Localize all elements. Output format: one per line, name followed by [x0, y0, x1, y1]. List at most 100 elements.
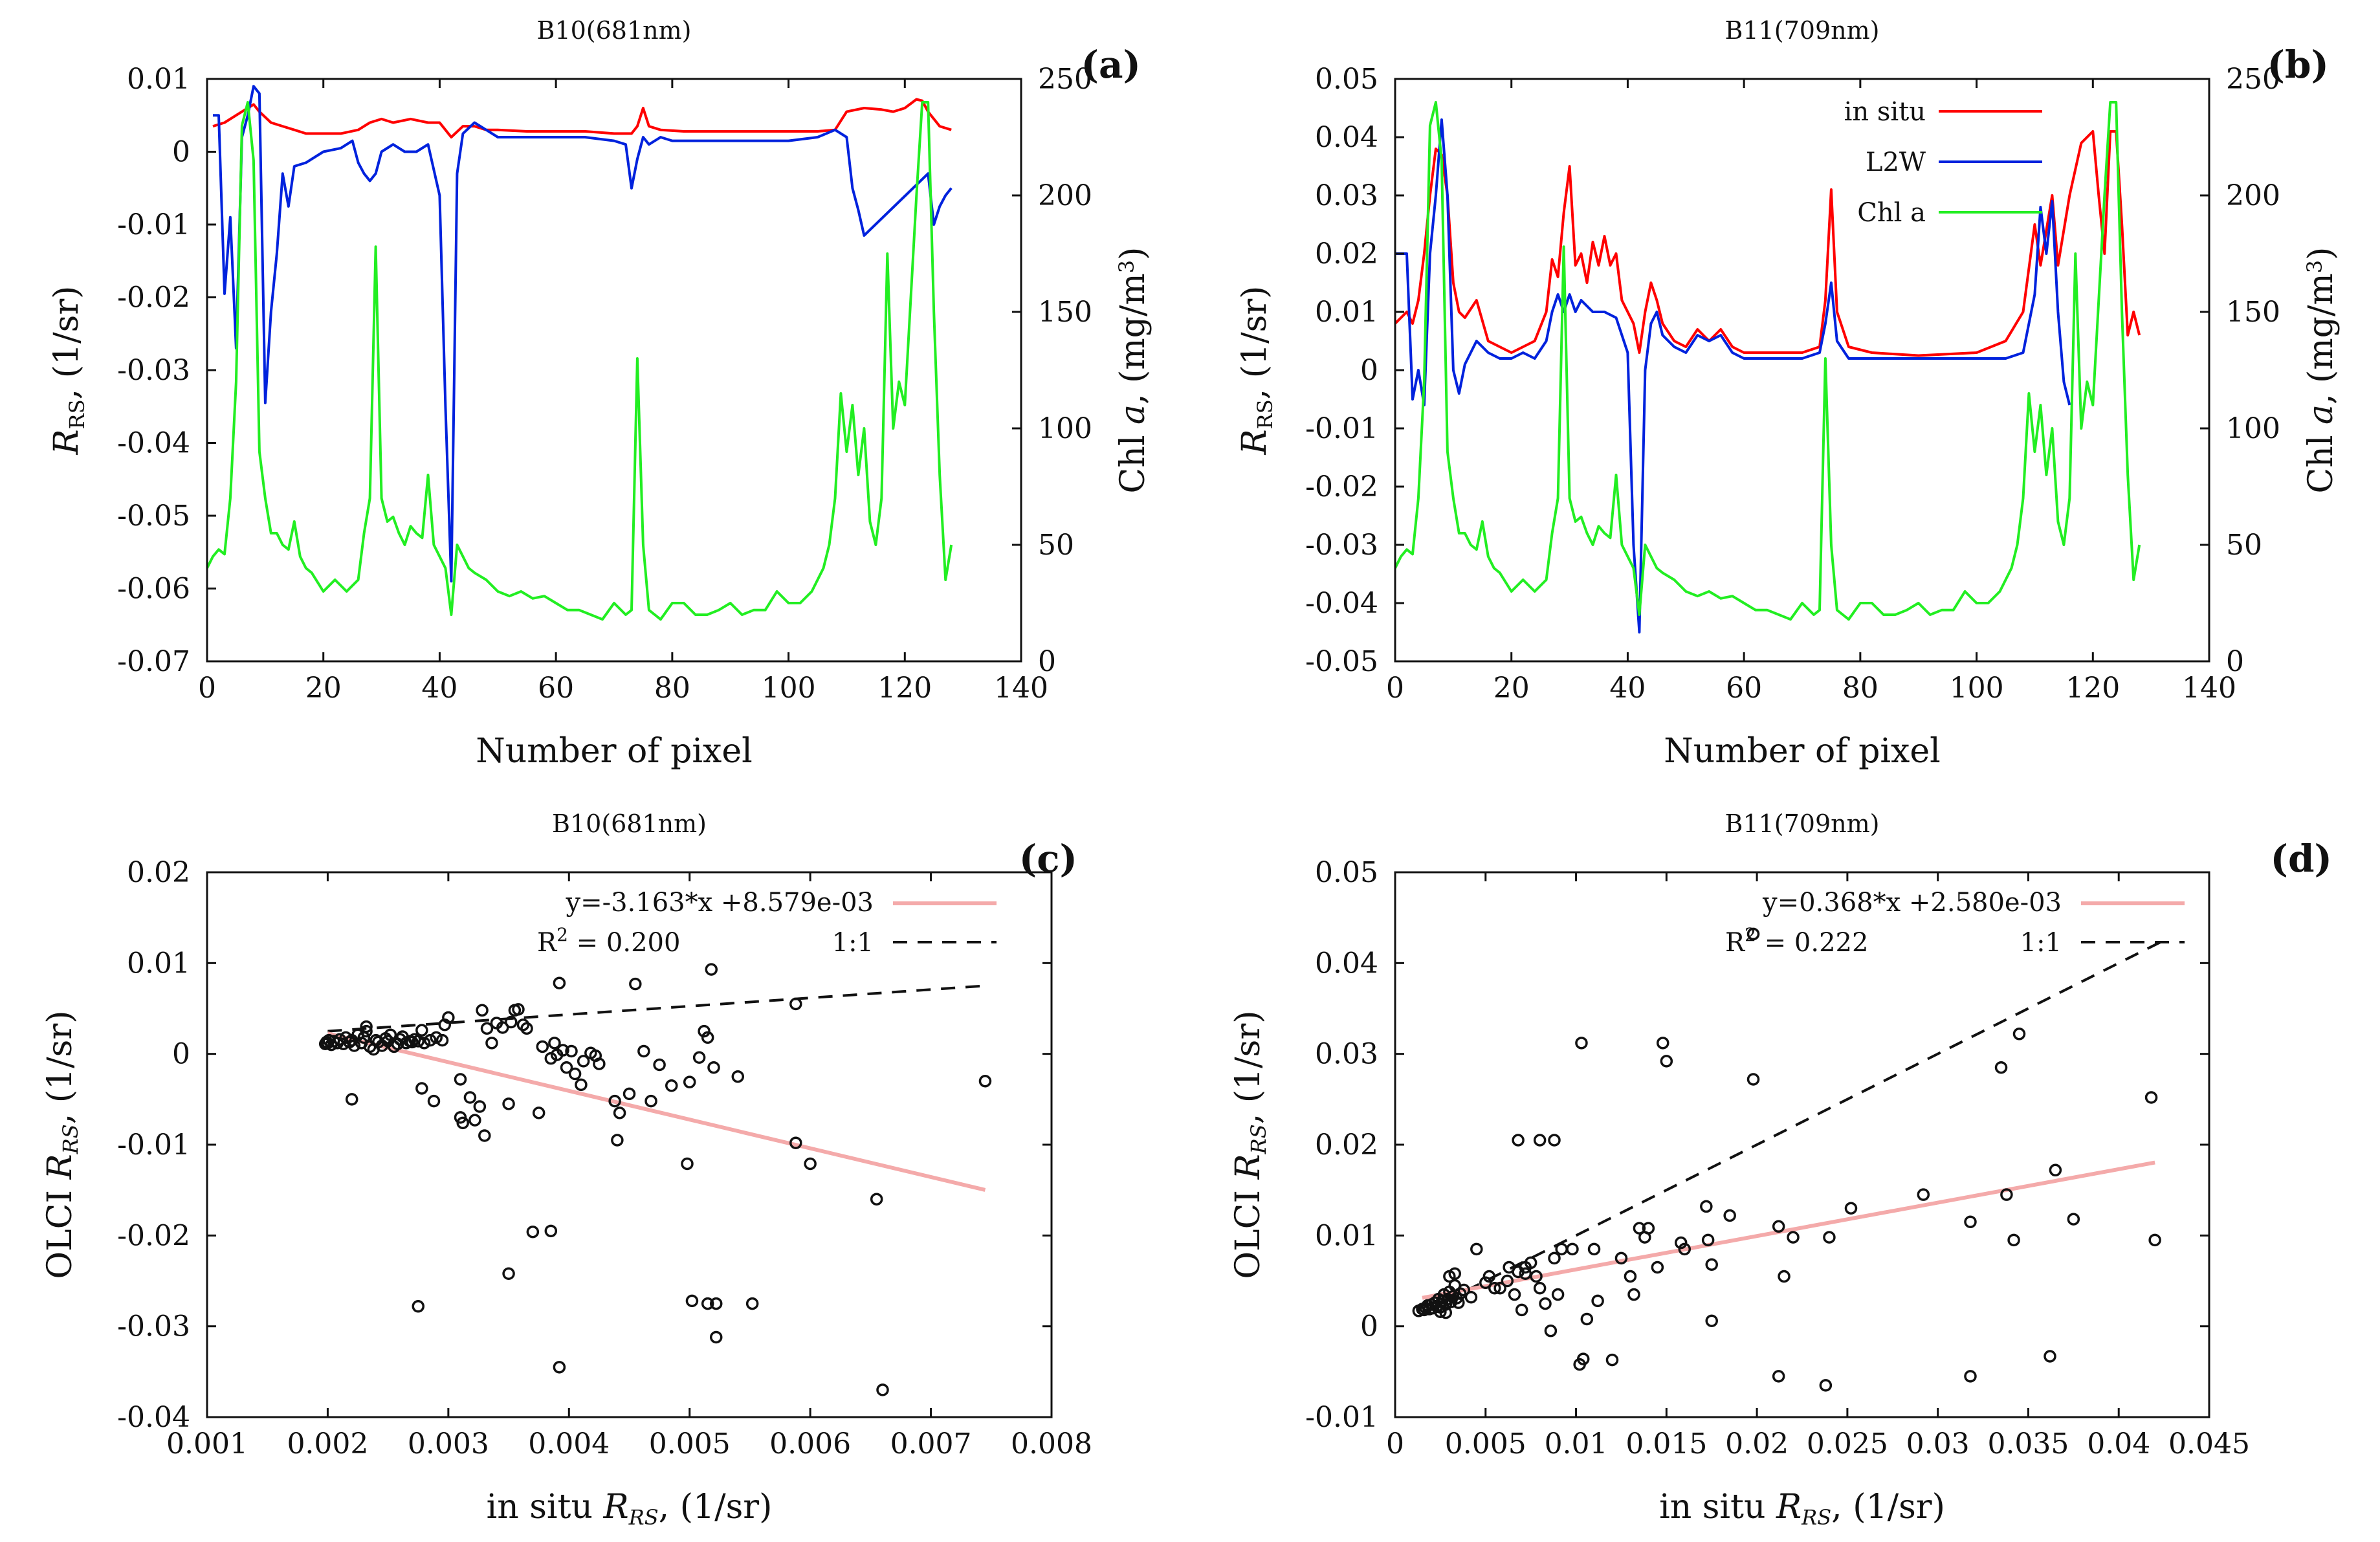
- scatter-point: [1575, 1037, 1588, 1050]
- scatter-point: [2012, 1028, 2026, 1041]
- scatter-point: [1448, 1267, 1462, 1281]
- scatter-point: [454, 1073, 467, 1086]
- scatter-point: [1479, 1276, 1492, 1290]
- scatter-point: [553, 1361, 566, 1374]
- x-tick-label: 40: [1609, 672, 1646, 705]
- scatter-point: [435, 1033, 449, 1047]
- scatter-point: [1819, 1379, 1833, 1392]
- legend-label: L2W: [1866, 148, 1926, 177]
- x-tick-label: 0.001: [166, 1427, 248, 1460]
- scatter-point: [870, 1193, 883, 1206]
- y-axis-label: RRS, (1/sr): [47, 286, 89, 456]
- scatter-point: [456, 1116, 469, 1130]
- x-tick-label: 0.007: [890, 1427, 972, 1460]
- scatter-point: [1746, 927, 1760, 941]
- scatter-point: [1656, 1037, 1669, 1050]
- x-tick-label: 120: [877, 672, 932, 705]
- y-axis-label: OLCI RRS, (1/sr): [1229, 1011, 1271, 1279]
- scatter-point: [516, 1019, 530, 1031]
- y-tick-label: -0.03: [117, 1310, 190, 1343]
- y2-tick-label: 150: [2226, 296, 2280, 329]
- scatter-point: [1964, 1370, 1977, 1383]
- x-tick-label: 140: [994, 672, 1048, 705]
- scatter-point: [512, 1003, 525, 1016]
- scatter-point: [1917, 1188, 1930, 1201]
- scatter-point: [502, 1097, 515, 1110]
- y-tick-label: -0.01: [117, 208, 190, 241]
- scatter-point: [345, 1093, 358, 1106]
- panel-b: B11(709nm) (b) 0 20 40 60 80 100 120 140 0.05 0.04 0…: [1235, 16, 2341, 771]
- x-tick-label: 0.045: [2168, 1427, 2250, 1460]
- panel-a: B10(681nm)(a)0 20 40 60 80 100 120 1400.010-0.0…: [47, 16, 1152, 771]
- scatter-point: [553, 976, 566, 989]
- y-axis-label: OLCI RRS, (1/sr): [41, 1011, 83, 1279]
- x-axis-label: Number of pixel: [1664, 732, 1940, 771]
- scatter-point: [1533, 1134, 1547, 1147]
- y2-tick-label: 0: [2226, 645, 2244, 678]
- x-tick-label: 0.003: [408, 1427, 489, 1460]
- scatter-point: [560, 1061, 573, 1074]
- scatter-point: [1844, 1202, 1858, 1215]
- y2-tick-label: 100: [2226, 412, 2280, 445]
- regression-line: [1422, 1160, 2155, 1300]
- scatter-point: [1524, 1256, 1537, 1270]
- scatter-point: [709, 1297, 723, 1310]
- fit-equation-label: y=0.368*x +2.580e-03: [1762, 888, 2062, 918]
- y-tick-label: -0.01: [117, 1129, 190, 1162]
- scatter-point: [653, 1058, 666, 1072]
- x-tick-label: 80: [1842, 672, 1879, 705]
- panel-label: (b): [2267, 43, 2329, 87]
- y-tick-label: -0.01: [1305, 412, 1378, 445]
- y-tick-label: 0: [172, 1038, 190, 1071]
- scatter-point: [476, 1004, 489, 1017]
- scatter-point: [1772, 1220, 1785, 1233]
- scatter-point: [415, 1024, 428, 1037]
- one-to-one-label: 1:1: [832, 928, 874, 958]
- scatter-point: [1539, 1297, 1552, 1310]
- scatter-point: [480, 1022, 494, 1035]
- y-tick-label: 0.04: [1315, 121, 1378, 154]
- x-tick-label: 20: [1493, 672, 1530, 705]
- scatter-point: [637, 1044, 650, 1058]
- scatter-point: [568, 1067, 582, 1081]
- panel-d: B11(709nm) (d) 0 0.005 0.01 0.015 0.02 0.025 0.0…: [1229, 810, 2332, 1530]
- y-tick-label: 0: [1360, 354, 1378, 387]
- y-tick-label: -0.03: [117, 354, 190, 387]
- scatter-point: [1493, 1281, 1506, 1295]
- scatter-point: [412, 1035, 424, 1048]
- y-tick-label: -0.07: [117, 645, 190, 678]
- scatter-point: [1633, 1222, 1646, 1235]
- x-axis-label: in situ RRS, (1/sr): [1659, 1488, 1945, 1530]
- scatter-point: [556, 1044, 569, 1057]
- scatter-point: [505, 1015, 518, 1029]
- scatter-point: [1512, 1134, 1525, 1147]
- y-tick-label: 0.01: [1315, 296, 1378, 329]
- scatter-point: [681, 1157, 694, 1171]
- chart-title: B11(709nm): [1725, 810, 1880, 838]
- scatter-point: [1587, 1242, 1601, 1256]
- scatter-point: [544, 1224, 558, 1238]
- x-tick-label: 0.02: [1725, 1427, 1789, 1460]
- scatter-point: [2000, 1188, 2013, 1201]
- x-tick-label: 60: [1726, 672, 1762, 705]
- x-axis-label: Number of pixel: [476, 732, 752, 771]
- y-tick-label: -0.05: [1305, 645, 1378, 678]
- scatter-point: [978, 1075, 992, 1088]
- y-tick-label: -0.05: [117, 500, 190, 533]
- x-tick-label: 140: [2182, 672, 2236, 705]
- scatter-point: [701, 1031, 714, 1044]
- scatter-point: [1457, 1283, 1470, 1297]
- scatter-point: [2067, 1213, 2080, 1226]
- scatter-point: [745, 1297, 759, 1310]
- scatter-point: [575, 1078, 588, 1092]
- x-tick-label: 0.008: [1011, 1427, 1092, 1460]
- scatter-point: [707, 1061, 720, 1074]
- scatter-point: [526, 1225, 540, 1239]
- scatter-point: [709, 1330, 723, 1344]
- scatter-point: [406, 1035, 419, 1049]
- scatter-point: [1994, 1061, 2008, 1074]
- scatter-point: [532, 1107, 545, 1119]
- x-tick-label: 60: [538, 672, 574, 705]
- scatter-point: [645, 1094, 657, 1108]
- scatter-point: [412, 1300, 424, 1313]
